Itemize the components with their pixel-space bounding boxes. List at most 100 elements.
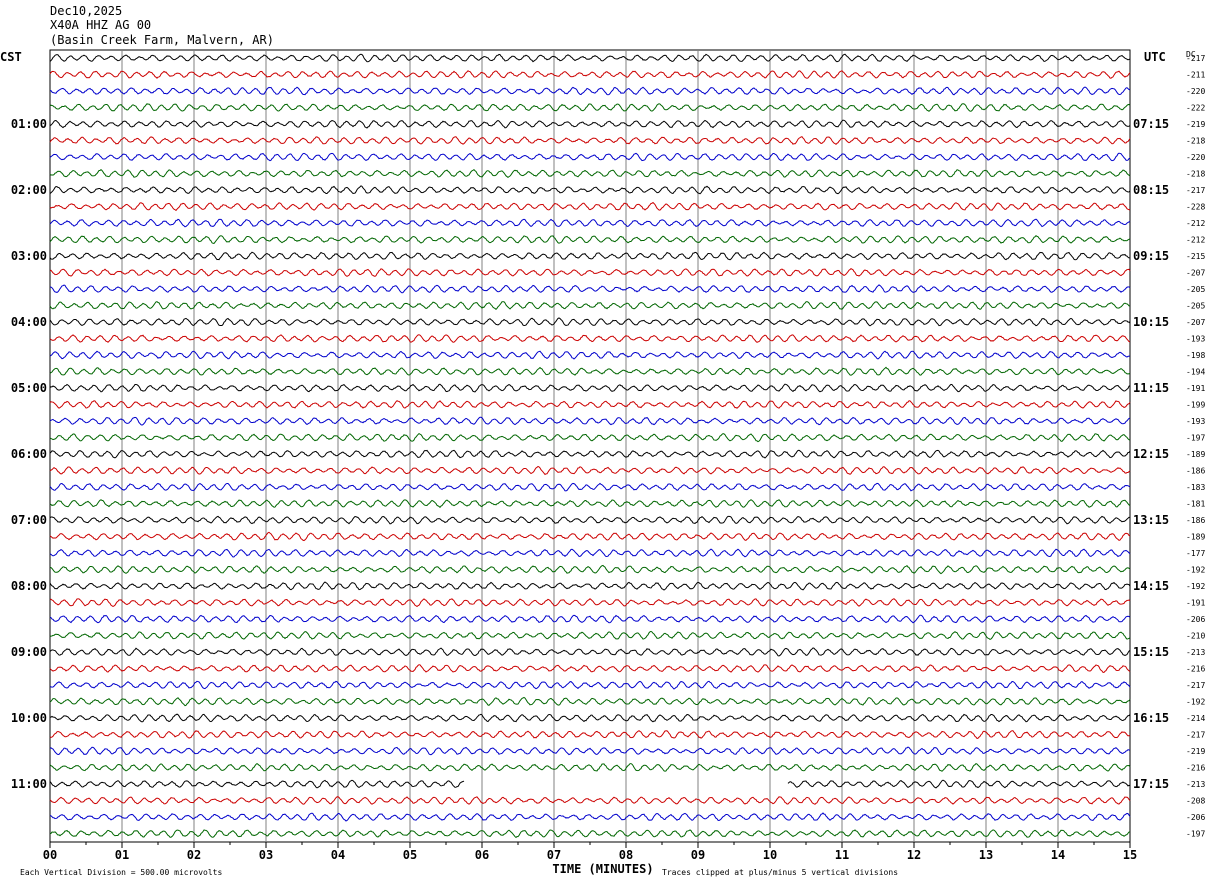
- x-tick-label: 13: [979, 848, 993, 862]
- dc-offset-label: -191: [1186, 384, 1205, 393]
- dc-offset-label: -217: [1186, 681, 1205, 690]
- trace-line: [49, 664, 1131, 673]
- cst-hour-label: 07:00: [11, 513, 47, 527]
- header-location: (Basin Creek Farm, Malvern, AR): [50, 33, 274, 47]
- utc-hour-label: 13:15: [1133, 513, 1169, 527]
- dc-offset-label: -218: [1186, 170, 1205, 179]
- dc-offset-label: -207: [1186, 318, 1205, 327]
- dc-offset-label: -217: [1186, 186, 1205, 195]
- cst-hour-label: 09:00: [11, 645, 47, 659]
- header-date: Dec10,2025: [50, 4, 123, 18]
- vertical-division-note: Each Vertical Division = 500.00 microvol…: [20, 868, 222, 877]
- dc-header-label: DC: [1186, 50, 1196, 59]
- dc-offset-label: -212: [1186, 236, 1205, 245]
- dc-offset-label: -219: [1186, 747, 1205, 756]
- utc-hour-label: 10:15: [1133, 315, 1169, 329]
- trace-line: [49, 350, 1131, 360]
- cst-hour-label: 02:00: [11, 183, 47, 197]
- dc-offset-label: -193: [1186, 417, 1205, 426]
- trace-line: [49, 53, 1131, 63]
- dc-offset-label: -199: [1186, 401, 1205, 410]
- trace-line: [49, 416, 1131, 426]
- trace-line: [49, 763, 1131, 772]
- dc-offset-label: -207: [1186, 269, 1205, 278]
- trace-line: [49, 647, 1131, 657]
- trace-line: [49, 499, 1131, 509]
- trace-line: [49, 696, 1131, 707]
- trace-line: [49, 581, 1131, 591]
- utc-hour-label: 17:15: [1133, 777, 1169, 791]
- dc-offset-label: -216: [1186, 764, 1205, 773]
- trace-line: [49, 168, 1131, 178]
- dc-offset-label: -192: [1186, 566, 1205, 575]
- header-station: X40A HHZ AG 00: [50, 18, 152, 32]
- trace-line: [49, 218, 1131, 228]
- dc-offset-label: -216: [1186, 665, 1205, 674]
- plot-frame: [49, 49, 1131, 843]
- trace-line: [49, 70, 1131, 79]
- dc-offset-label: -218: [1186, 137, 1205, 146]
- trace-line: [49, 630, 1131, 641]
- dc-offset-label: -213: [1186, 780, 1205, 789]
- trace-line: [49, 829, 1131, 839]
- trace-line: [49, 449, 1131, 459]
- x-tick-label: 11: [835, 848, 849, 862]
- trace-line: [49, 515, 1131, 525]
- trace-line: [49, 317, 1131, 327]
- cst-hour-label: 11:00: [11, 777, 47, 791]
- utc-hour-label: 07:15: [1133, 117, 1169, 131]
- x-tick-label: 02: [187, 848, 201, 862]
- trace-line: [49, 383, 1131, 393]
- cst-hour-label: 04:00: [11, 315, 47, 329]
- dc-offset-label: -189: [1186, 533, 1205, 542]
- trace-line: [49, 152, 1131, 162]
- clip-note: Traces clipped at plus/minus 5 vertical …: [662, 868, 898, 877]
- dc-offset-label: -192: [1186, 698, 1205, 707]
- dc-offset-label: -194: [1186, 368, 1205, 377]
- dc-offset-label: -220: [1186, 87, 1205, 96]
- trace-line: [49, 564, 1131, 575]
- trace-line: [49, 482, 1131, 492]
- dc-offset-label: -205: [1186, 285, 1205, 294]
- cst-label: CST: [0, 50, 22, 64]
- dc-offset-label: -220: [1186, 153, 1205, 162]
- dc-offset-label: -197: [1186, 434, 1205, 443]
- dc-offset-label: -215: [1186, 252, 1205, 261]
- dc-offset-label: -214: [1186, 714, 1205, 723]
- dc-offset-label: -217: [1186, 731, 1205, 740]
- trace-line: [49, 432, 1131, 443]
- trace-line: [49, 86, 1131, 96]
- dc-offset-label: -206: [1186, 615, 1205, 624]
- dc-offset-label: -212: [1186, 219, 1205, 228]
- trace-line: [787, 779, 1131, 789]
- dc-offset-label: -191: [1186, 599, 1205, 608]
- dc-offset-label: -210: [1186, 632, 1205, 641]
- dc-offset-label: -189: [1186, 450, 1205, 459]
- trace-line: [49, 235, 1131, 245]
- trace-line: [49, 251, 1131, 261]
- dc-offset-label: -193: [1186, 335, 1205, 344]
- dc-offset-label: -177: [1186, 549, 1205, 558]
- dc-offset-label: -208: [1186, 797, 1205, 806]
- dc-offset-label: -197: [1186, 830, 1205, 839]
- dc-offset-label: -186: [1186, 516, 1205, 525]
- dc-offset-label: -219: [1186, 120, 1205, 129]
- dc-offset-label: -217: [1186, 54, 1205, 63]
- utc-hour-label: 14:15: [1133, 579, 1169, 593]
- x-tick-label: 04: [331, 848, 345, 862]
- cst-hour-label: 08:00: [11, 579, 47, 593]
- utc-label: UTC: [1144, 50, 1166, 64]
- dc-offset-label: -211: [1186, 71, 1205, 80]
- x-tick-label: 12: [907, 848, 921, 862]
- x-tick-label: 15: [1123, 848, 1137, 862]
- cst-hour-label: 06:00: [11, 447, 47, 461]
- dc-offset-label: -228: [1186, 203, 1205, 212]
- dc-offset-label: -206: [1186, 813, 1205, 822]
- x-axis-label: TIME (MINUTES): [552, 862, 653, 876]
- trace-line: [49, 103, 1131, 112]
- trace-line: [49, 334, 1131, 343]
- dc-offset-label: -183: [1186, 483, 1205, 492]
- trace-line: [49, 400, 1131, 409]
- dc-offset-label: -192: [1186, 582, 1205, 591]
- trace-line: [49, 598, 1131, 608]
